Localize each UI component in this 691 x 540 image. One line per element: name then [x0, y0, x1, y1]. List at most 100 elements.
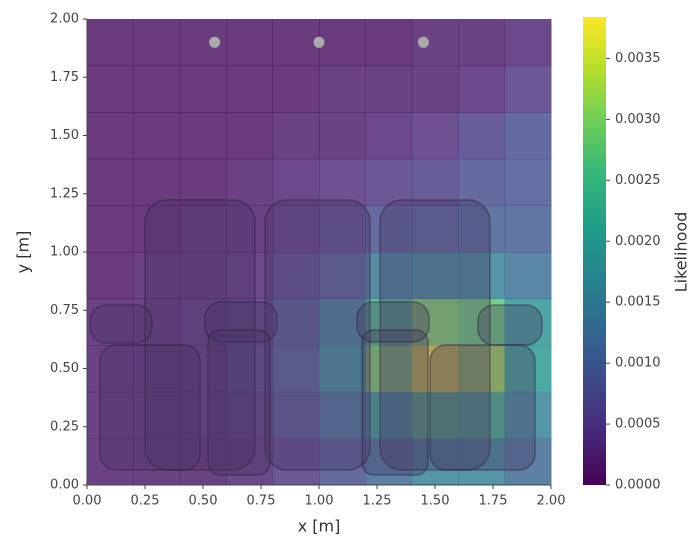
heatmap-cell [458, 345, 506, 393]
seat-leg [361, 329, 429, 476]
heatmap-cell [365, 345, 413, 393]
heatmap-cell [504, 391, 552, 439]
colorbar-tick-label: 0.0020 [615, 234, 661, 249]
armrest [204, 301, 278, 343]
colorbar-tick-label: 0.0030 [615, 112, 661, 127]
heatmap-cell [365, 391, 413, 439]
heatmap-cell [504, 158, 552, 206]
y-tick-label: 1.75 [50, 70, 79, 85]
heatmap-cell [504, 345, 552, 393]
heatmap-cell [365, 298, 413, 346]
heatmap-cell [411, 252, 459, 300]
heatmap-cell [272, 205, 320, 253]
heatmap-cell [319, 205, 366, 253]
heatmap-cell [458, 205, 506, 253]
heatmap-cell [272, 345, 320, 393]
x-tick-label: 1.25 [363, 494, 392, 509]
heatmap-cell [87, 158, 134, 206]
heatmap-cell [319, 65, 366, 113]
heatmap-cell [319, 345, 366, 393]
seat-back [144, 199, 256, 471]
heatmap-cell [226, 205, 274, 253]
y-tick-label: 0.25 [50, 419, 79, 434]
y-axis-label: y [m] [14, 231, 33, 274]
y-tick-label: 1.00 [50, 245, 79, 260]
heatmap-cell [411, 65, 459, 113]
heatmap-cell [319, 158, 366, 206]
heatmap-cell [319, 298, 366, 346]
heatmap-cell [133, 391, 181, 439]
colorbar-tick-label: 0.0025 [615, 173, 661, 188]
heatmap-cell [133, 19, 181, 67]
heatmap-cell [319, 252, 366, 300]
seat-leg [207, 329, 271, 476]
heatmap-cell [226, 298, 274, 346]
y-tick-label: 2.00 [50, 12, 79, 27]
heatmap-cell [179, 65, 227, 113]
heatmap-cell [226, 112, 274, 160]
heatmap-cell [504, 438, 552, 486]
heatmap-cell [504, 65, 552, 113]
heatmap-cell [272, 19, 320, 67]
heatmap-cell [458, 65, 506, 113]
heatmap-cell [179, 158, 227, 206]
colorbar-tick-label: 0.0035 [615, 51, 661, 66]
heatmap-cell [179, 112, 227, 160]
heatmap-cell [87, 298, 134, 346]
heatmap-cell [226, 391, 274, 439]
heatmap-cell [319, 391, 366, 439]
heatmap-cell [272, 65, 320, 113]
y-tick-label: 0.50 [50, 361, 79, 376]
heatmap-cell [226, 252, 274, 300]
heatmap-cell [458, 19, 506, 67]
heatmap-cell [458, 391, 506, 439]
heatmap-cell [504, 252, 552, 300]
heatmap-cell [272, 298, 320, 346]
heatmap-cell [133, 205, 181, 253]
heatmap-cell [365, 19, 413, 67]
heatmap-cell [133, 345, 181, 393]
x-tick-label: 0.50 [189, 494, 218, 509]
heatmap-cell [179, 252, 227, 300]
heatmap-cell [87, 205, 134, 253]
heatmap-cell [272, 391, 320, 439]
colorbar-tick-label: 0.0000 [615, 478, 661, 493]
heatmap-cell [87, 391, 134, 439]
heatmap-cell [87, 345, 134, 393]
heatmap-cell [411, 112, 459, 160]
heatmap-cell [458, 158, 506, 206]
y-tick-label: 0.00 [50, 478, 79, 493]
x-tick-label: 0.25 [131, 494, 160, 509]
heatmap-cell [133, 438, 181, 486]
colorbar-label: Likelihood [672, 212, 691, 293]
heatmap-cell [411, 438, 459, 486]
heatmap-cell [411, 391, 459, 439]
heatmap-cell [458, 112, 506, 160]
marker-point [417, 36, 429, 48]
armrest [356, 301, 430, 343]
heatmap-cell [87, 65, 134, 113]
heatmap-cell [133, 65, 181, 113]
heatmap-cell [272, 438, 320, 486]
heatmap-cell [365, 112, 413, 160]
heatmap-cell [365, 65, 413, 113]
seat-cushion [429, 344, 536, 471]
seat-back [379, 199, 491, 471]
heatmap-cell [179, 438, 227, 486]
heatmap-cell [411, 298, 459, 346]
axes: 0.00 0.25 0.50 0.75 1.00 1.25 1.50 1.75 2.00 0.00… [50, 12, 565, 509]
x-tick-label: 1.50 [421, 494, 450, 509]
heatmap-cell [226, 158, 274, 206]
heatmap-cell [133, 252, 181, 300]
y-tick-label: 1.50 [50, 128, 79, 143]
armrest [89, 304, 153, 344]
x-tick-label: 1.00 [305, 494, 334, 509]
heatmap-cell [133, 298, 181, 346]
x-tick-label: 0.00 [73, 494, 102, 509]
y-tick-label: 0.75 [50, 303, 79, 318]
marker-point [209, 36, 221, 48]
heatmap-cell [319, 112, 366, 160]
heatmap-cell [226, 345, 274, 393]
heatmap-cell [411, 158, 459, 206]
heatmap-cell [365, 158, 413, 206]
